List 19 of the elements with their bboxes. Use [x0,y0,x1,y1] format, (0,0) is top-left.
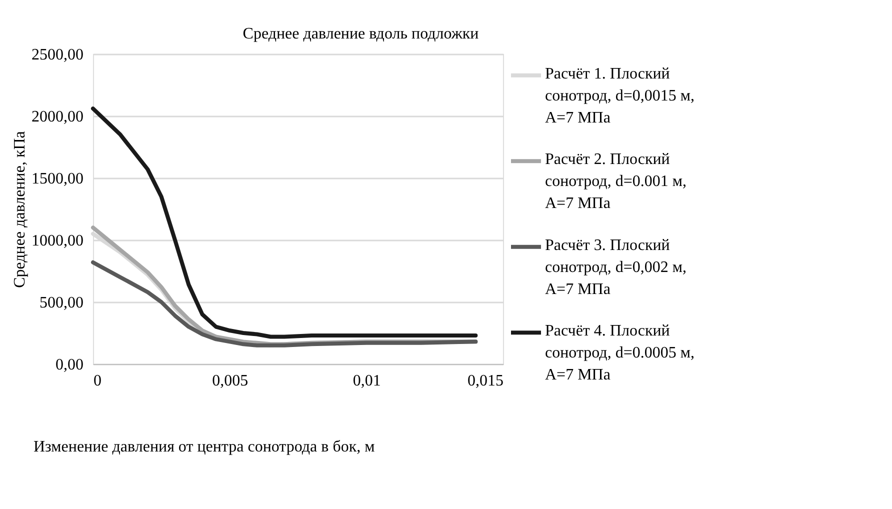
line-series [91,106,478,339]
legend-label: Расчёт 2. Плоский сонотрод, d=0.001 м, A=7 МПа [545,151,686,212]
chart-title: Среднее давление вдоль подложки [242,26,480,42]
y-tick-label: 1000,00 [32,232,84,250]
y-tick-label: 0,00 [56,356,84,374]
x-tick-label: 0,005 [212,372,248,390]
y-tick-label: 500,00 [40,294,84,312]
x-tick-label: 0,015 [468,372,504,390]
y-tick-label: 2000,00 [32,108,84,126]
x-tick-label: 0,01 [352,372,381,390]
legend-label: Расчёт 1. Плоский сонотрод, d=0,0015 м, A=7 МПа [545,65,694,126]
y-tick-label: 2500,00 [32,46,84,64]
y-axis-title: Среднее давление, кПа [12,131,28,288]
x-tick-label: 0 [94,372,102,390]
y-tick-label: 1500,00 [32,170,84,188]
line-series [91,260,478,348]
x-axis-title: Изменение давления от центра сонотрода в бок, м [34,438,375,456]
legend-label: Расчёт 4. Плоский сонотрод, d=0.0005 м, A=7 МПа [545,322,694,384]
legend-label: Расчёт 3. Плоский сонотрод, d=0,002 м, A=7 МПа [545,236,686,298]
